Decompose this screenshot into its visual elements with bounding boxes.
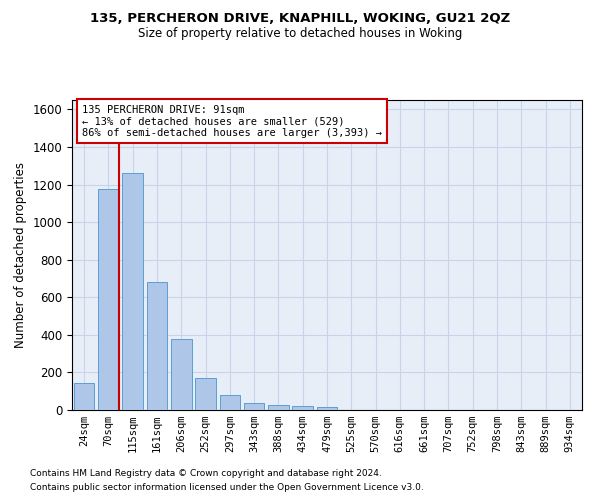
Bar <box>74 383 94 410</box>
Bar <box>317 408 337 410</box>
Y-axis label: Number of detached properties: Number of detached properties <box>14 162 27 348</box>
Bar <box>268 404 289 410</box>
Text: Size of property relative to detached houses in Woking: Size of property relative to detached ho… <box>138 28 462 40</box>
Bar <box>195 378 216 410</box>
Text: 135, PERCHERON DRIVE, KNAPHILL, WOKING, GU21 2QZ: 135, PERCHERON DRIVE, KNAPHILL, WOKING, … <box>90 12 510 26</box>
Bar <box>244 404 265 410</box>
Bar <box>292 406 313 410</box>
Text: Contains public sector information licensed under the Open Government Licence v3: Contains public sector information licen… <box>30 484 424 492</box>
Text: 135 PERCHERON DRIVE: 91sqm
← 13% of detached houses are smaller (529)
86% of sem: 135 PERCHERON DRIVE: 91sqm ← 13% of deta… <box>82 104 382 138</box>
Bar <box>146 282 167 410</box>
Bar <box>98 189 119 410</box>
Bar <box>220 394 240 410</box>
Bar <box>171 338 191 410</box>
Text: Contains HM Land Registry data © Crown copyright and database right 2024.: Contains HM Land Registry data © Crown c… <box>30 468 382 477</box>
Bar <box>122 174 143 410</box>
